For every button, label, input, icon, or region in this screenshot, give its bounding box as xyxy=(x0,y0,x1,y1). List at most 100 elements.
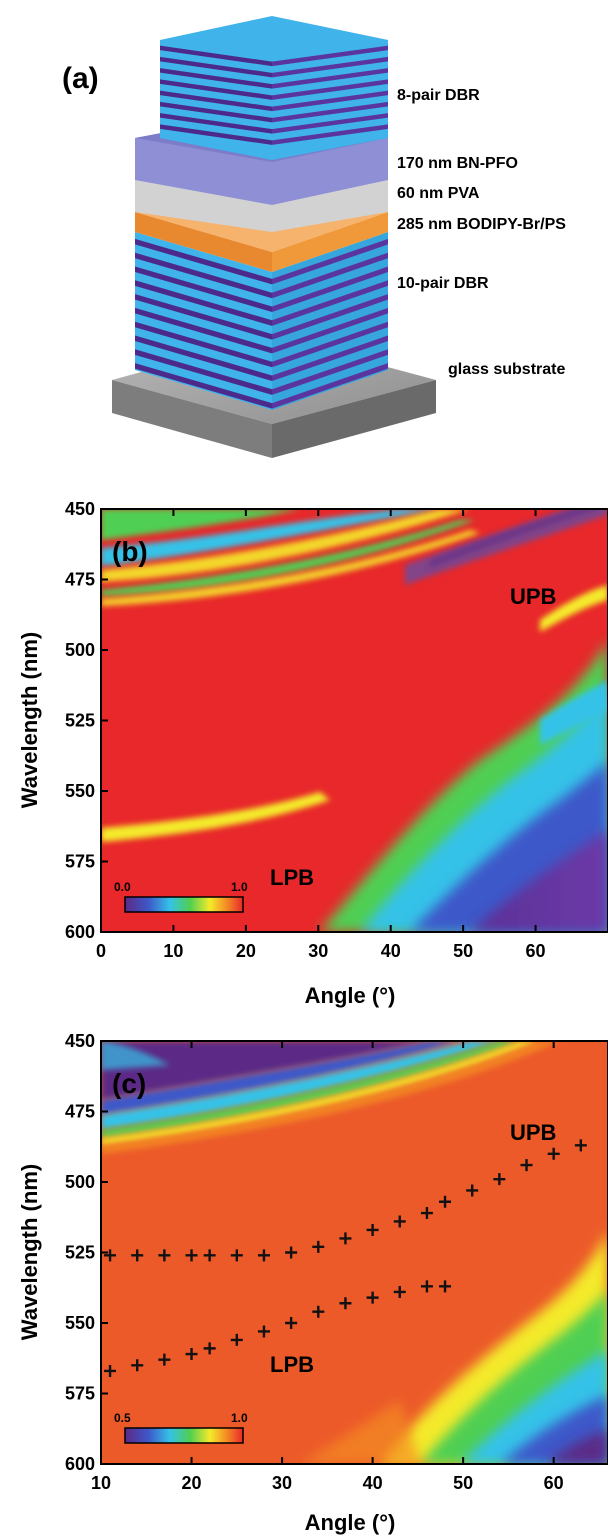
panel-b-xlabel: Angle (°) xyxy=(305,983,396,1008)
panel-c-label: (c) xyxy=(112,1068,146,1099)
upb-data-point xyxy=(420,1207,433,1220)
panel-b-colorbar-max: 1.0 xyxy=(231,880,248,894)
panel-b-xtick-label: 20 xyxy=(236,941,256,961)
panel-c-xlabel: Angle (°) xyxy=(305,1510,396,1535)
dbr-dark-layer xyxy=(272,280,388,326)
lpb-data-point xyxy=(230,1333,243,1346)
dbr-dark-layer xyxy=(272,321,388,368)
dbr-dark-layer xyxy=(135,280,272,326)
panel-c-colorbar: 0.5 1.0 xyxy=(114,1411,248,1444)
upb-data-point xyxy=(158,1249,171,1262)
lpb-data-point xyxy=(312,1305,325,1318)
dbr-dark-layer xyxy=(272,68,388,89)
panel-c-chart: 10 20 30 40 50 60 450 475 500 525 550 575 600 (c) UP… xyxy=(17,1031,608,1535)
dbr-dark-layer xyxy=(160,101,272,123)
panel-c-ytick-label: 550 xyxy=(65,1313,95,1333)
dbr-dark-layer xyxy=(272,101,388,123)
panel-c-xtick-label: 50 xyxy=(453,1473,473,1493)
panel-b-ytick-label: 525 xyxy=(65,711,95,731)
dbr-dark-layer xyxy=(135,266,272,313)
dbr-dark-layer xyxy=(160,124,272,145)
panel-b-xtick-label: 40 xyxy=(381,941,401,961)
panel-c-annotation-upb: UPB xyxy=(510,1120,556,1145)
dbr-dark-layer xyxy=(272,294,388,340)
lpb-data-point xyxy=(420,1280,433,1293)
dbr-dark-layer xyxy=(160,90,272,112)
upb-data-point xyxy=(547,1147,560,1160)
lpb-data-point xyxy=(158,1353,171,1366)
panel-b-label: (b) xyxy=(112,536,148,567)
dbr-dark-layer xyxy=(135,363,272,409)
dbr-dark-layer xyxy=(135,238,272,285)
dbr-dark-layer xyxy=(160,113,272,134)
panel-b-annotation-lpb: LPB xyxy=(270,865,314,890)
panel-c-xtick-label: 60 xyxy=(544,1473,564,1493)
panel-c-colorbar-min: 0.5 xyxy=(114,1411,131,1425)
upb-data-point xyxy=(104,1249,117,1262)
upb-data-point xyxy=(466,1184,479,1197)
panel-c-xtick-label: 40 xyxy=(363,1473,383,1493)
panel-c-ytick-label: 500 xyxy=(65,1172,95,1192)
panel-b-xtick-label: 60 xyxy=(526,941,546,961)
panel-b-ytick-label: 450 xyxy=(65,499,95,519)
upb-data-point xyxy=(131,1249,144,1262)
dbr-dark-layer xyxy=(160,56,272,78)
panel-a-label: (a) xyxy=(62,62,99,95)
lpb-data-point xyxy=(257,1325,270,1338)
panel-c-ytick-label: 450 xyxy=(65,1031,95,1051)
upb-data-point xyxy=(520,1159,533,1172)
lpb-data-point xyxy=(131,1359,144,1372)
panel-b-chart: 0 10 20 30 40 50 60 450 475 500 525 550 575 600 (b) U… xyxy=(17,499,608,1008)
panel-b-ytick-label: 600 xyxy=(65,922,95,942)
dbr-dark-layer xyxy=(135,321,272,368)
panel-a: (a) xyxy=(62,16,566,458)
dbr-dark-layer xyxy=(135,252,272,299)
dbr-dark-layer xyxy=(135,335,272,382)
layer-label-pva: 60 nm PVA xyxy=(397,185,480,202)
layer-label-glass-substrate: glass substrate xyxy=(448,361,565,378)
panel-b-ylabel: Wavelength (nm) xyxy=(17,632,42,808)
lpb-data-point xyxy=(203,1342,216,1355)
panel-b-ytick-label: 475 xyxy=(65,570,95,590)
panel-b-xtick-label: 0 xyxy=(96,941,106,961)
panel-b-ytick-label: 575 xyxy=(65,852,95,872)
upb-data-point xyxy=(257,1249,270,1262)
panel-c-xtick-label: 20 xyxy=(182,1473,202,1493)
dbr-dark-layer xyxy=(160,79,272,100)
dbr-dark-layer xyxy=(272,252,388,299)
lpb-data-point xyxy=(104,1364,117,1377)
panel-b-annotation-upb: UPB xyxy=(510,584,556,609)
panel-b-xtick-label: 30 xyxy=(308,941,328,961)
upb-data-point xyxy=(185,1249,198,1262)
upb-data-point xyxy=(574,1139,587,1152)
upb-data-point xyxy=(439,1195,452,1208)
dbr-dark-layer xyxy=(272,307,388,354)
upb-data-point xyxy=(393,1215,406,1228)
dbr-dark-layer xyxy=(160,45,272,67)
lpb-data-point xyxy=(393,1285,406,1298)
dbr-dark-layer xyxy=(160,68,272,89)
panel-c-ytick-label: 575 xyxy=(65,1384,95,1404)
dbr-dark-layer xyxy=(272,113,388,134)
upb-data-point xyxy=(285,1246,298,1259)
dbr-dark-layer xyxy=(135,294,272,340)
upb-data-point xyxy=(366,1223,379,1236)
dbr-dark-layer xyxy=(135,349,272,395)
panel-b-xtick-label: 50 xyxy=(453,941,473,961)
panel-c-ylabel: Wavelength (nm) xyxy=(17,1164,42,1340)
panel-b-colorbar: 0.0 1.0 xyxy=(114,880,248,913)
lpb-data-point xyxy=(439,1280,452,1293)
dbr-dark-layer xyxy=(272,56,388,78)
panel-c-colorbar-max: 1.0 xyxy=(231,1411,248,1425)
upb-data-point xyxy=(203,1249,216,1262)
panel-c-ytick-label: 475 xyxy=(65,1102,95,1122)
panel-c-heatmap xyxy=(101,1041,608,1464)
lpb-data-point xyxy=(339,1297,352,1310)
upb-data-point xyxy=(493,1173,506,1186)
dbr-dark-layer xyxy=(272,124,388,145)
upb-data-point xyxy=(312,1240,325,1253)
layer-label-bn-pfo: 170 nm BN-PFO xyxy=(397,155,518,172)
dbr-dark-layer xyxy=(272,266,388,313)
panel-c-ytick-label: 525 xyxy=(65,1243,95,1263)
panel-b-ytick-label: 500 xyxy=(65,640,95,660)
